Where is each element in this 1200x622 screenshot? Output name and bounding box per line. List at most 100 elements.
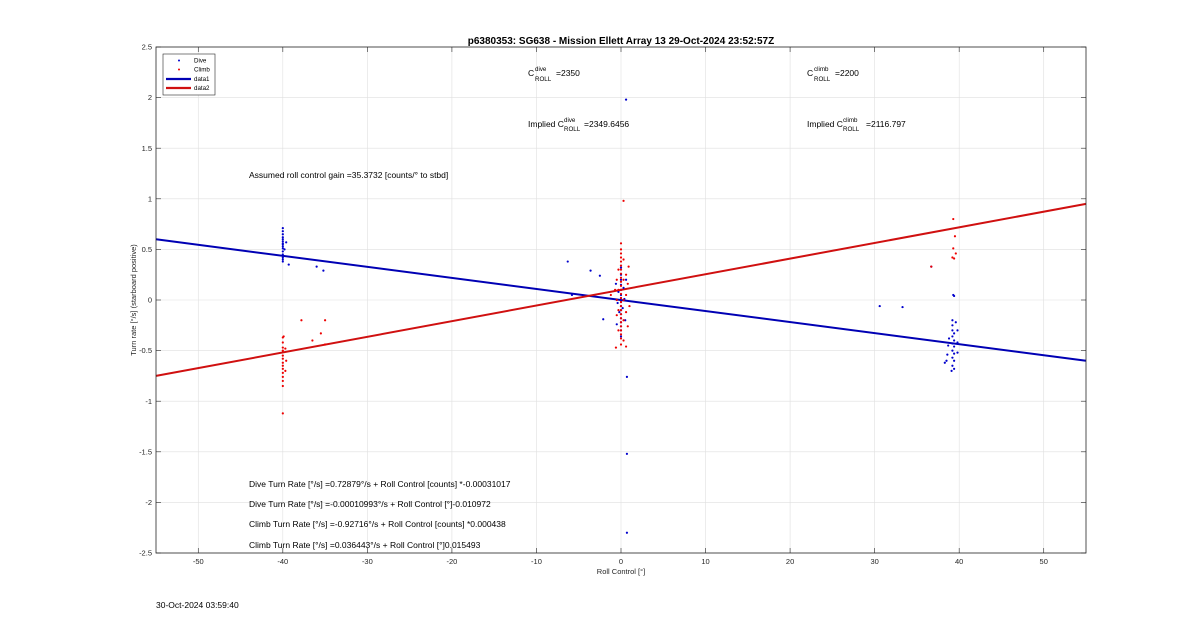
dive-point (618, 311, 621, 314)
climb-point (619, 329, 623, 332)
x-tick-label: 30 (870, 557, 878, 566)
dive-point (287, 263, 290, 266)
legend-data2-label: data2 (194, 85, 210, 92)
c-roll-dive-annotation: C dive ROLL =2350 (528, 66, 580, 83)
climb-point (281, 346, 284, 349)
climb-point (281, 384, 284, 388)
climb-point (953, 257, 956, 260)
dive-equation-degrees: Dive Turn Rate [°/s] =-0.00010993°/s + R… (249, 499, 491, 509)
dive-point (951, 329, 954, 332)
climb-point (619, 284, 623, 287)
climb-point (622, 278, 625, 281)
climb-point (619, 317, 623, 320)
climb-point (626, 325, 629, 328)
chart-title: p6380353: SG638 - Mission Ellett Array 1… (468, 36, 774, 47)
climb-point (619, 325, 623, 328)
dive-point (953, 294, 956, 298)
y-tick-label: -2 (145, 498, 152, 507)
implied-dive-annotation: Implied C dive ROLL =2349.6456 (528, 117, 629, 133)
climb-point (622, 339, 625, 342)
climb-point (624, 311, 628, 314)
implied-dive-sub: ROLL (564, 126, 581, 133)
dive-point (285, 241, 288, 244)
climb-point (619, 313, 623, 316)
climb-point (281, 367, 284, 370)
x-tick-label: -20 (446, 557, 457, 566)
x-tick-label: 20 (786, 557, 794, 566)
climb-point (619, 300, 623, 304)
dive-point (281, 227, 284, 230)
dive-point (951, 342, 954, 345)
dive-point (624, 319, 627, 322)
dive-point (598, 274, 601, 277)
climb-point (609, 293, 612, 297)
climb-point (281, 349, 284, 352)
c-climb-sup: climb (814, 66, 829, 73)
dive-point (602, 318, 605, 321)
dive-point (281, 253, 284, 256)
implied-climb-sub: ROLL (843, 126, 860, 133)
climb-point (622, 258, 625, 261)
dive-point (943, 361, 946, 364)
climb-point (300, 319, 303, 322)
climb-point (619, 260, 623, 263)
x-tick-label: -10 (531, 557, 542, 566)
climb-point (619, 272, 623, 275)
dive-point (622, 286, 625, 289)
dive-point (281, 256, 284, 259)
dive-point (947, 337, 951, 340)
x-tick-label: 10 (701, 557, 709, 566)
climb-point (615, 298, 618, 302)
c-climb-sub: ROLL (814, 76, 831, 83)
dive-point (951, 319, 954, 322)
climb-point (619, 309, 623, 312)
climb-equation-counts: Climb Turn Rate [°/s] =-0.92716°/s + Rol… (249, 519, 506, 529)
climb-point (619, 252, 623, 255)
dive-point (281, 236, 284, 239)
legend-dive-marker (178, 59, 180, 62)
climb-point (319, 332, 322, 335)
y-tick-label: 1.5 (142, 144, 152, 153)
dive-point (281, 238, 284, 241)
climb-point (952, 217, 955, 221)
climb-point (627, 265, 630, 268)
legend-climb-marker (178, 68, 180, 71)
legend-data1-label: data1 (194, 76, 210, 83)
dive-point (281, 250, 284, 253)
fit-line-data1 (155, 238, 1087, 362)
dive-point (281, 245, 284, 248)
c-dive-sub: ROLL (535, 76, 552, 83)
climb-point (619, 242, 623, 245)
legend: Dive Climb data1 data2 (162, 53, 216, 96)
legend-climb-label: Climb (194, 67, 210, 74)
dive-point (625, 375, 629, 379)
climb-point (619, 343, 623, 346)
climb-point (285, 359, 288, 362)
climb-point (624, 345, 628, 348)
climb-point (281, 357, 284, 360)
roll-gain-annotation: Assumed roll control gain =35.3732 [coun… (249, 170, 448, 180)
climb-point (619, 321, 623, 324)
dive-point (283, 248, 286, 251)
climb-point (619, 288, 623, 291)
climb-point (619, 268, 623, 271)
climb-point (619, 337, 623, 340)
implied-climb-annotation: Implied C climb ROLL =2116.797 (807, 117, 906, 133)
dive-point (953, 367, 956, 370)
climb-point (281, 371, 284, 374)
dive-point (901, 305, 904, 309)
dive-point (616, 301, 619, 305)
c-climb-base: C (807, 68, 813, 78)
y-tick-label: 1 (148, 194, 152, 203)
climb-point (619, 333, 623, 336)
dive-point (624, 98, 628, 101)
dive-point (951, 356, 954, 359)
climb-point (281, 412, 284, 415)
dive-point (950, 369, 953, 372)
climb-point (624, 273, 628, 276)
implied-dive-prefix: Implied C (528, 119, 564, 129)
climb-point (628, 304, 631, 308)
climb-point (323, 343, 327, 346)
dive-point (566, 260, 569, 263)
climb-point (613, 288, 617, 291)
